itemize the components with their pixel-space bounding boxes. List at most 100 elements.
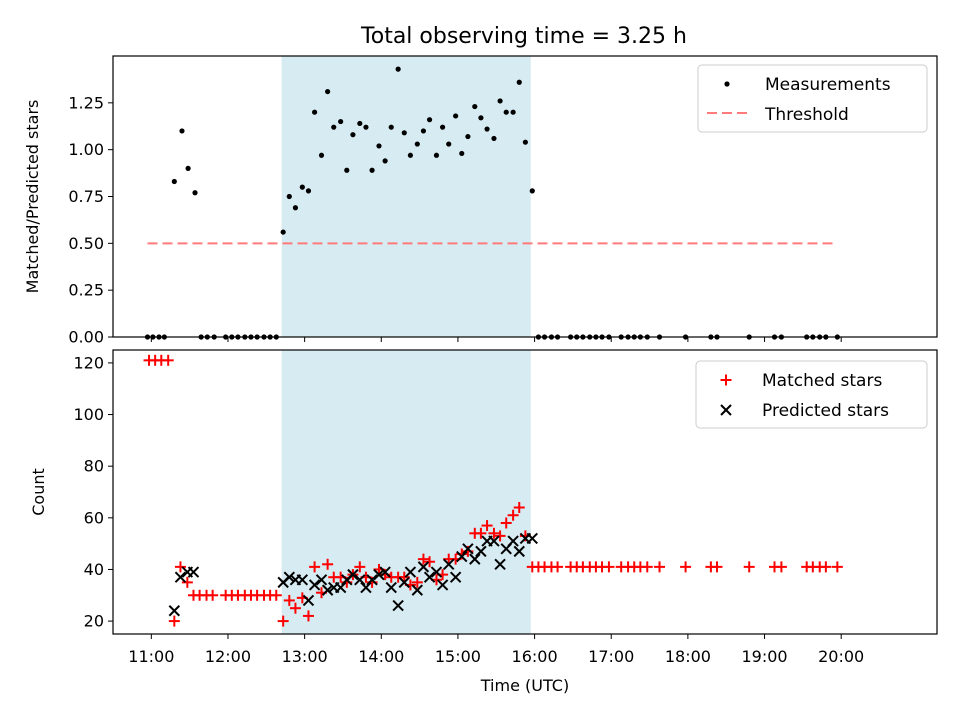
measurement-point — [369, 167, 375, 173]
matched-star-point — [283, 594, 295, 606]
predicted-star-point — [379, 566, 391, 578]
x-stroke-b — [392, 599, 404, 612]
x-stroke-b — [469, 553, 481, 565]
measurement-point — [472, 103, 478, 110]
matched-star-point — [831, 561, 843, 573]
bottom-x-tick-label: 19:00 — [741, 647, 787, 666]
x-stroke-b — [430, 566, 443, 578]
bottom-y-tick-label: 60 — [84, 508, 104, 527]
predicted-star-point — [366, 574, 378, 586]
matched-star-point — [168, 615, 180, 627]
measurement-point — [325, 88, 331, 95]
x-stroke-b — [417, 561, 430, 573]
matched-star-point — [322, 558, 334, 570]
predicted-star-point — [174, 571, 187, 583]
measurement-point — [363, 124, 369, 130]
predicted-star-point — [443, 558, 455, 570]
measurement-point — [382, 158, 388, 164]
x-stroke-b — [443, 558, 455, 570]
matched-star-point — [820, 561, 832, 573]
bottom-y-tick-label: 100 — [73, 405, 104, 424]
matched-star-point — [289, 602, 301, 614]
predicted-star-point — [456, 550, 468, 563]
x-stroke-b — [494, 558, 506, 570]
measurement-point — [484, 126, 490, 132]
bottom-x-tick-label: 16:00 — [512, 647, 558, 666]
predicted-star-point — [385, 581, 397, 594]
top-legend: Measurements Threshold — [697, 64, 928, 133]
matched-star-point — [488, 527, 500, 539]
bottom-x-tick-label: 13:00 — [282, 647, 328, 666]
matched-star-point — [424, 556, 436, 568]
bottom-legend-box — [695, 360, 928, 429]
matched-star-point — [354, 561, 366, 573]
measurement-point — [433, 152, 440, 158]
predicted-star-point — [475, 545, 487, 558]
bottom-legend: Matched stars Predicted stars — [695, 360, 928, 429]
x-stroke-b — [187, 566, 200, 578]
top-y-tick-label: 0.00 — [68, 328, 104, 347]
predicted-star-point — [417, 561, 430, 573]
bottom-y-tick-label: 20 — [84, 612, 104, 631]
bottom-x-tick-label: 20:00 — [818, 647, 864, 666]
top-panel: 0.00 0.25 0.50 0.75 1.00 1.25 Matched/Predict… — [23, 55, 938, 347]
legend-matched-label: Matched stars — [762, 371, 882, 391]
x-stroke-b — [302, 594, 315, 607]
bottom-y-tick-label: 120 — [73, 353, 104, 372]
predicted-star-point — [494, 558, 506, 570]
x-stroke-b — [360, 581, 372, 594]
bottom-x-ticks: 11:00 12:00 13:00 14:00 15:00 16:00 17:00 18:00… — [128, 634, 864, 666]
bottom-y-tick-label: 80 — [84, 457, 104, 476]
matched-star-point — [174, 561, 186, 573]
measurement-point — [171, 178, 177, 185]
predicted-star-point — [296, 574, 309, 586]
bottom-observing-window — [281, 350, 531, 634]
predicted-star-point — [436, 579, 449, 591]
measurement-point — [440, 124, 446, 130]
top-y-tick-label: 0.25 — [68, 281, 104, 300]
x-stroke-b — [315, 574, 328, 586]
legend-predicted-label: Predicted stars — [762, 401, 889, 421]
x-stroke-b — [488, 535, 500, 547]
predicted-star-point — [392, 599, 404, 612]
x-stroke-b — [168, 605, 181, 617]
predicted-star-point — [488, 535, 500, 547]
measurement-point — [185, 165, 191, 171]
predicted-star-point — [373, 568, 385, 581]
predicted-star-point — [302, 594, 315, 607]
top-observing-window — [281, 56, 531, 337]
top-y-tick-label: 0.75 — [68, 187, 104, 206]
measurement-point — [280, 229, 286, 235]
matched-star-point — [398, 571, 410, 583]
matched-star-point — [277, 615, 289, 627]
measurement-point — [407, 152, 414, 158]
predicted-star-point — [308, 579, 321, 591]
measurement-point — [179, 128, 185, 134]
x-stroke-b — [373, 568, 385, 581]
measurement-point — [376, 143, 382, 149]
measurement-point — [338, 118, 344, 125]
measurement-point — [318, 152, 325, 158]
measurement-point — [395, 66, 401, 72]
predicted-star-point — [526, 532, 538, 545]
measurement-point — [401, 130, 407, 136]
measurement-point — [344, 167, 350, 173]
matched-star-point — [743, 561, 755, 573]
x-stroke-b — [404, 566, 417, 578]
x-stroke-b — [283, 571, 296, 583]
measurement-point — [491, 135, 497, 142]
predicted-star-point — [315, 574, 328, 586]
bottom-plot-frame — [112, 349, 938, 635]
matched-star-point — [162, 354, 174, 366]
matched-star-point — [500, 517, 512, 529]
matched-star-point — [680, 561, 692, 573]
matched-star-point — [641, 561, 653, 573]
bottom-x-tick-label: 18:00 — [665, 647, 711, 666]
legend-measurements-marker — [724, 81, 730, 87]
top-y-tick-label: 0.50 — [68, 234, 104, 253]
x-stroke-b — [462, 543, 474, 555]
measurement-point — [522, 139, 528, 145]
bottom-y-tick-label: 40 — [84, 560, 104, 579]
predicted-star-point — [360, 581, 372, 594]
